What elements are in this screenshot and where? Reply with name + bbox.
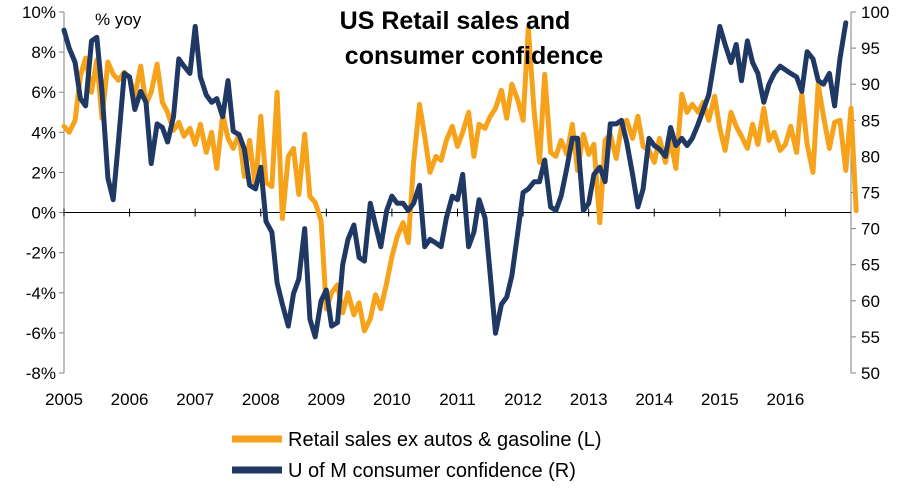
- x-tick-label: 2014: [635, 390, 673, 409]
- series-line-retail-sales: [61, 25, 859, 334]
- right-tick-label: 85: [861, 111, 880, 130]
- right-tick-label: 55: [861, 328, 880, 347]
- chart-series: [61, 20, 859, 340]
- x-tick-label: 2008: [242, 390, 280, 409]
- left-tick-label: -4%: [26, 284, 56, 303]
- x-tick-label: 2007: [176, 390, 214, 409]
- legend-label-confidence: U of M consumer confidence (R): [288, 460, 576, 482]
- right-tick-label: 70: [861, 220, 880, 239]
- right-tick-label: 65: [861, 256, 880, 275]
- x-tick-label: 2012: [504, 390, 542, 409]
- x-tick-label: 2005: [45, 390, 83, 409]
- x-tick-label: 2013: [570, 390, 608, 409]
- left-tick-label: -6%: [26, 324, 56, 343]
- legend-label-retail: Retail sales ex autos & gasoline (L): [288, 429, 602, 451]
- x-tick-label: 2010: [373, 390, 411, 409]
- chart-title-line-1: US Retail sales and: [340, 7, 571, 35]
- left-tick-label: 10%: [22, 3, 56, 22]
- x-tick-label: 2006: [111, 390, 149, 409]
- x-axis-tick-labels: 2005 2006 2007 2008 2009 2010 2011 2012 2013 2014…: [45, 390, 804, 409]
- chart-title-line-2: consumer confidence: [345, 42, 603, 70]
- left-tick-label: 0%: [31, 204, 56, 223]
- right-tick-label: 80: [861, 147, 880, 166]
- left-tick-label: 2%: [31, 163, 56, 182]
- left-tick-label: -2%: [26, 244, 56, 263]
- right-tick-label: 50: [861, 364, 880, 383]
- x-tick-label: 2011: [439, 390, 476, 409]
- left-axis-unit-label: % yoy: [95, 10, 142, 29]
- left-tick-label: 8%: [31, 43, 56, 62]
- chart-frame: [59, 11, 856, 374]
- right-tick-label: 95: [861, 39, 880, 58]
- left-tick-label: -8%: [26, 364, 56, 383]
- left-axis-tick-labels: -8% -6% -4% -2% 0% 2% 4% 6% 8% 10%: [22, 3, 56, 383]
- x-tick-label: 2015: [701, 390, 739, 409]
- series-line-consumer-confidence: [61, 20, 849, 340]
- right-tick-label: 90: [861, 75, 880, 94]
- left-tick-label: 6%: [31, 83, 56, 102]
- right-tick-label: 75: [861, 184, 880, 203]
- right-axis-tick-labels: 50 55 60 65 70 75 80 85 90 95 100: [861, 3, 889, 383]
- legend: Retail sales ex autos & gasoline (L) U o…: [232, 429, 602, 482]
- x-tick-label: 2016: [767, 390, 805, 409]
- x-tick-label: 2009: [307, 390, 345, 409]
- right-tick-label: 100: [861, 3, 889, 22]
- right-tick-label: 60: [861, 292, 880, 311]
- left-tick-label: 4%: [31, 123, 56, 142]
